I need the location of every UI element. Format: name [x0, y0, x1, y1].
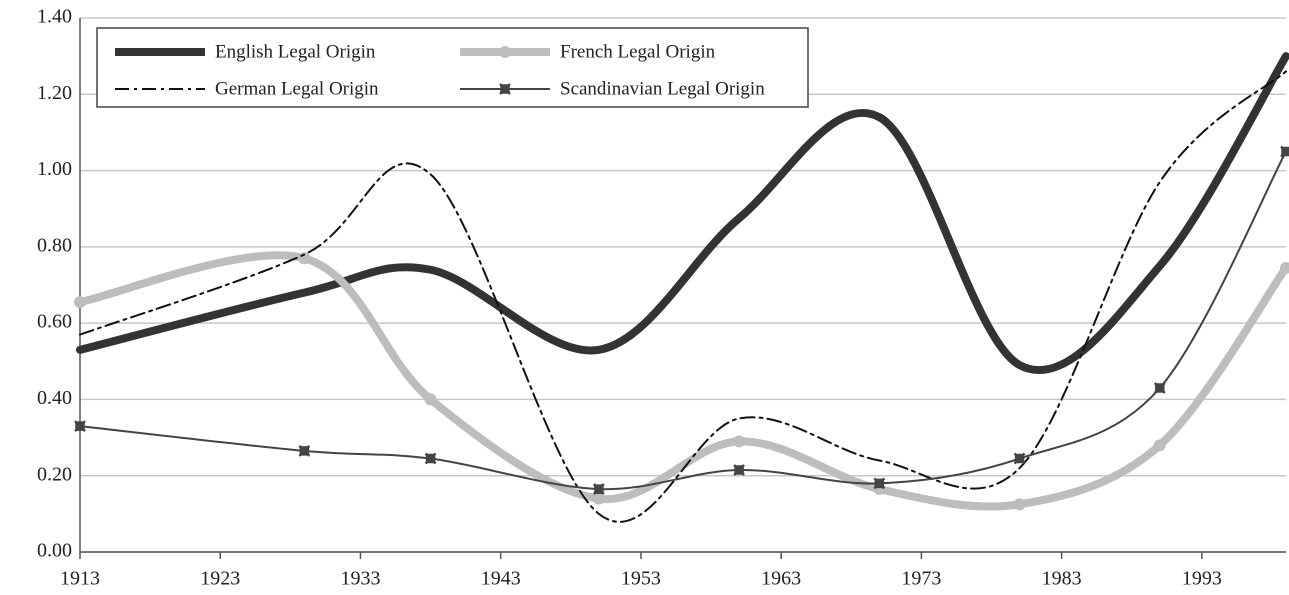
x-tick-label: 1943	[481, 568, 521, 590]
x-tick-label: 1953	[621, 568, 661, 590]
series-line	[79, 150, 1287, 491]
point-marker	[592, 492, 605, 505]
x-tick-label: 1993	[1182, 568, 1222, 590]
legend-box	[96, 27, 809, 108]
point-marker	[1013, 498, 1026, 511]
series-line	[76, 52, 1289, 375]
legend: English Legal Origin French Legal Origin G…	[96, 27, 809, 108]
x-tick-label: 1973	[901, 568, 941, 590]
series-line	[76, 251, 1289, 511]
legend-label: Scandinavian Legal Origin	[560, 78, 765, 99]
point-marker	[1153, 439, 1166, 452]
legend-label: French Legal Origin	[560, 41, 716, 62]
point-marker	[733, 464, 745, 476]
x-tick-label: 1923	[200, 568, 240, 590]
y-tick-label: 0.80	[37, 234, 72, 256]
point-marker	[499, 83, 511, 95]
point-marker	[1280, 261, 1289, 274]
point-marker	[1280, 145, 1289, 158]
point-marker	[424, 452, 437, 465]
legend-label: English Legal Origin	[215, 41, 376, 62]
point-marker	[733, 435, 746, 448]
point-marker	[74, 296, 86, 309]
x-tick-label: 1913	[60, 568, 100, 590]
point-marker	[1153, 382, 1166, 394]
y-tick-label: 0.40	[37, 387, 72, 409]
point-marker	[424, 393, 437, 406]
x-tick-label: 1963	[761, 568, 801, 590]
point-marker	[592, 483, 605, 495]
point-marker	[499, 46, 511, 58]
legend-label: German Legal Origin	[215, 78, 379, 99]
y-tick-label: 0.60	[37, 311, 72, 333]
point-marker	[1013, 452, 1026, 465]
point-marker	[74, 420, 86, 433]
y-tick-label: 1.40	[37, 6, 72, 28]
y-tick-label: 0.00	[37, 540, 72, 562]
y-tick-label: 1.20	[37, 82, 72, 104]
point-marker	[298, 445, 311, 457]
x-tick-label: 1933	[340, 568, 380, 590]
y-tick-label: 0.20	[37, 463, 72, 485]
series-line	[79, 70, 1287, 523]
x-tick-label: 1983	[1042, 568, 1082, 590]
point-marker	[873, 477, 886, 490]
y-tick-label: 1.00	[37, 158, 72, 180]
